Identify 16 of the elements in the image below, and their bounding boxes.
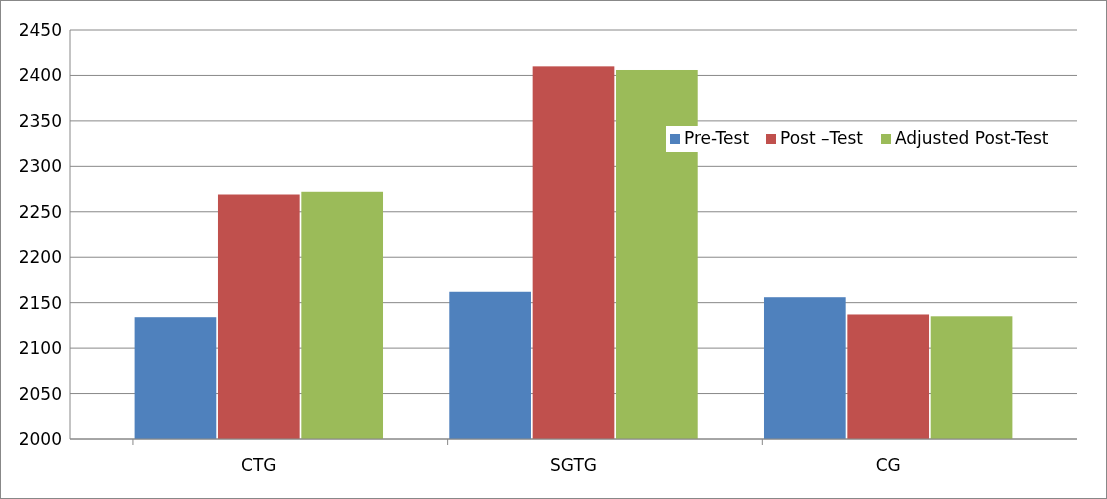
y-tick-label: 2350 (18, 110, 62, 131)
y-tick-label: 2100 (18, 338, 62, 359)
y-tick-label: 2450 (18, 19, 62, 40)
y-tick-label: 2300 (18, 156, 62, 177)
y-tick-label: 2200 (18, 247, 62, 268)
x-tick-label: SGTG (550, 455, 597, 475)
y-tick-label: 2400 (18, 65, 62, 86)
legend-label: Post –Test (780, 128, 864, 148)
legend-label: Pre-Test (684, 128, 750, 148)
legend-label: Adjusted Post-Test (895, 128, 1049, 148)
y-tick-label: 2150 (18, 292, 62, 313)
x-tick-label: CTG (241, 455, 277, 475)
y-tick-label: 2050 (18, 383, 62, 404)
x-tick-label: CG (875, 455, 901, 475)
y-tick-label: 2000 (18, 428, 62, 449)
y-tick-label: 2250 (18, 201, 62, 222)
